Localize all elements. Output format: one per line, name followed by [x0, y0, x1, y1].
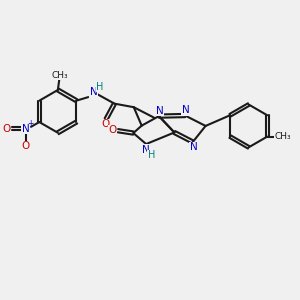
Text: N: N — [156, 106, 164, 116]
Text: H: H — [148, 150, 155, 160]
Text: CH₃: CH₃ — [274, 132, 291, 141]
Text: H: H — [97, 82, 104, 92]
Text: N: N — [22, 124, 29, 134]
Text: O: O — [101, 119, 110, 129]
Text: O: O — [108, 125, 117, 135]
Text: N: N — [90, 87, 98, 97]
Text: N: N — [142, 145, 149, 155]
Text: CH₃: CH₃ — [51, 70, 68, 80]
Text: +: + — [27, 119, 34, 128]
Text: O: O — [2, 124, 10, 134]
Text: N: N — [182, 105, 190, 115]
Text: O: O — [22, 141, 30, 152]
Text: N: N — [190, 142, 197, 152]
